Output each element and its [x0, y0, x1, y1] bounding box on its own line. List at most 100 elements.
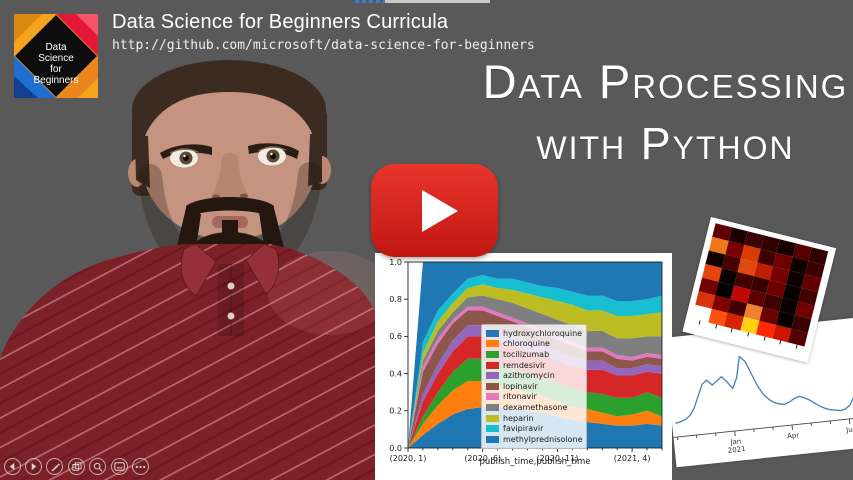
- heatmap-x-tick: [698, 320, 701, 325]
- heatmap-cell: [788, 328, 808, 347]
- hero-title-line1: Data Processing: [482, 55, 849, 108]
- legend-swatch: [486, 425, 499, 433]
- legend-label: azithromycin: [503, 371, 555, 381]
- magnifier-icon: [93, 462, 103, 472]
- player-control-more-options[interactable]: [132, 458, 149, 475]
- page-title: Data Science for Beginners Curricula: [112, 11, 449, 33]
- legend-entry: favipiravir: [486, 423, 582, 434]
- legend-swatch: [486, 340, 499, 348]
- heatmap-x-tick: [763, 336, 766, 341]
- logo-diamond: [15, 15, 97, 97]
- logo-text-line: Beginners: [33, 75, 78, 86]
- legend-swatch: [486, 414, 499, 422]
- hero-title-line2: with Python: [536, 118, 795, 169]
- heatmap-x-tick: [795, 344, 798, 349]
- line-chart-panel: Jan 2021 Apr Jul: [663, 316, 853, 468]
- chart-legend: hydroxychloroquine chloroquine tocilizumab…: [481, 324, 587, 449]
- x-tick-label: (2020, 6): [464, 454, 501, 463]
- player-control-pen[interactable]: [46, 458, 63, 475]
- x-tick-label: Apr: [787, 431, 800, 440]
- y-tick-label: 1.0: [389, 258, 402, 267]
- x-axis-label: publish_time,publish_time: [479, 457, 591, 467]
- heatmap-x-tick: [731, 328, 734, 333]
- y-tick-label: 0.0: [389, 444, 402, 453]
- legend-entry: ritonavir: [486, 392, 582, 403]
- see-all-slides-icon: [71, 461, 82, 471]
- legend-swatch: [486, 372, 499, 380]
- shirt-button: [227, 282, 235, 290]
- legend-label: remdesivir: [503, 360, 546, 370]
- legend-entry: hydroxychloroquine: [486, 328, 582, 339]
- legend-swatch: [486, 361, 499, 369]
- shirt-button: [227, 312, 235, 320]
- area-series-heparin: [408, 284, 662, 448]
- player-control-zoom[interactable]: [89, 458, 106, 475]
- pen-icon: [51, 463, 60, 471]
- top-progress-dashed-segment: [355, 0, 385, 3]
- legend-label: lopinavir: [503, 381, 538, 391]
- player-control-next-slide[interactable]: [25, 458, 42, 475]
- player-control-see-all-slides[interactable]: [68, 458, 85, 475]
- logo-text-line: Science: [38, 53, 74, 64]
- legend-entry: heparin: [486, 413, 582, 424]
- legend-swatch: [486, 403, 499, 411]
- legend-entry: methylprednisolone: [486, 434, 583, 445]
- legend-swatch: [486, 329, 499, 337]
- presenter-webcam-photo: [0, 60, 380, 480]
- legend-swatch: [486, 350, 499, 358]
- y-tick-label: 0.2: [389, 407, 402, 416]
- x-tick-label: Jul: [845, 425, 853, 434]
- legend-label: favipiravir: [503, 424, 544, 434]
- legend-label: tocilizumab: [503, 349, 550, 359]
- legend-swatch: [486, 435, 499, 443]
- captions-icon: [114, 462, 125, 471]
- legend-label: heparin: [503, 413, 534, 423]
- play-icon: [421, 189, 458, 232]
- area-series-dexamethasone: [408, 295, 662, 448]
- x-tick-label: (2020, 1): [390, 454, 427, 463]
- x-tick-label: Jan: [729, 437, 742, 446]
- stacked-area-figure: 0.0 0.2 0.4 0.6 0.8 1.0 (2020, 1) (2020, 6) (202…: [375, 253, 672, 480]
- area-series-chloroquine: [408, 381, 662, 448]
- legend-entry: lopinavir: [486, 381, 582, 392]
- legend-entry: dexamethasone: [486, 402, 582, 413]
- heatmap-grid: [691, 223, 829, 347]
- legend-label: methylprednisolone: [503, 434, 583, 444]
- legend-label: ritonavir: [503, 392, 537, 402]
- legend-swatch: [486, 393, 499, 401]
- y-tick-label: 0.8: [389, 295, 402, 304]
- hero-title: Data Processing with Python: [478, 58, 853, 166]
- repo-url: http://github.com/microsoft/data-science…: [112, 38, 535, 53]
- y-tick-label: 0.6: [389, 332, 402, 341]
- legend-entry: azithromycin: [486, 370, 582, 381]
- legend-swatch: [486, 382, 499, 390]
- legend-entry: chloroquine: [486, 339, 582, 350]
- legend-entry: tocilizumab: [486, 349, 582, 360]
- youtube-play-button[interactable]: [371, 164, 498, 257]
- player-control-captions[interactable]: [111, 458, 128, 475]
- x-tick-label: (2020, 11): [536, 454, 578, 463]
- line-series-covid-cases: [675, 355, 853, 424]
- course-logo: Data Science for Beginners: [14, 14, 98, 98]
- heatmap-x-tick: [779, 340, 782, 345]
- x-tick-sublabel: 2021: [727, 445, 746, 455]
- next-slide-icon: [31, 462, 37, 471]
- legend-entry: remdesivir: [486, 360, 582, 371]
- x-axis: [673, 415, 853, 438]
- logo-text-line: for: [50, 64, 62, 75]
- legend-label: dexamethasone: [503, 402, 568, 412]
- legend-label: hydroxychloroquine: [503, 328, 583, 338]
- x-tick-label: (2021, 4): [614, 454, 651, 463]
- more-options-icon: [135, 465, 146, 468]
- area-series-methylprednisolone: [408, 262, 662, 448]
- heatmap-x-tick: [747, 332, 750, 337]
- legend-label: chloroquine: [503, 339, 550, 349]
- heatmap-x-tick: [715, 324, 717, 329]
- logo-text-line: Data: [45, 42, 67, 53]
- top-progress-bar: [385, 0, 490, 3]
- player-control-previous-slide[interactable]: [4, 458, 21, 475]
- previous-slide-icon: [9, 462, 15, 471]
- y-tick-label: 0.4: [389, 369, 402, 378]
